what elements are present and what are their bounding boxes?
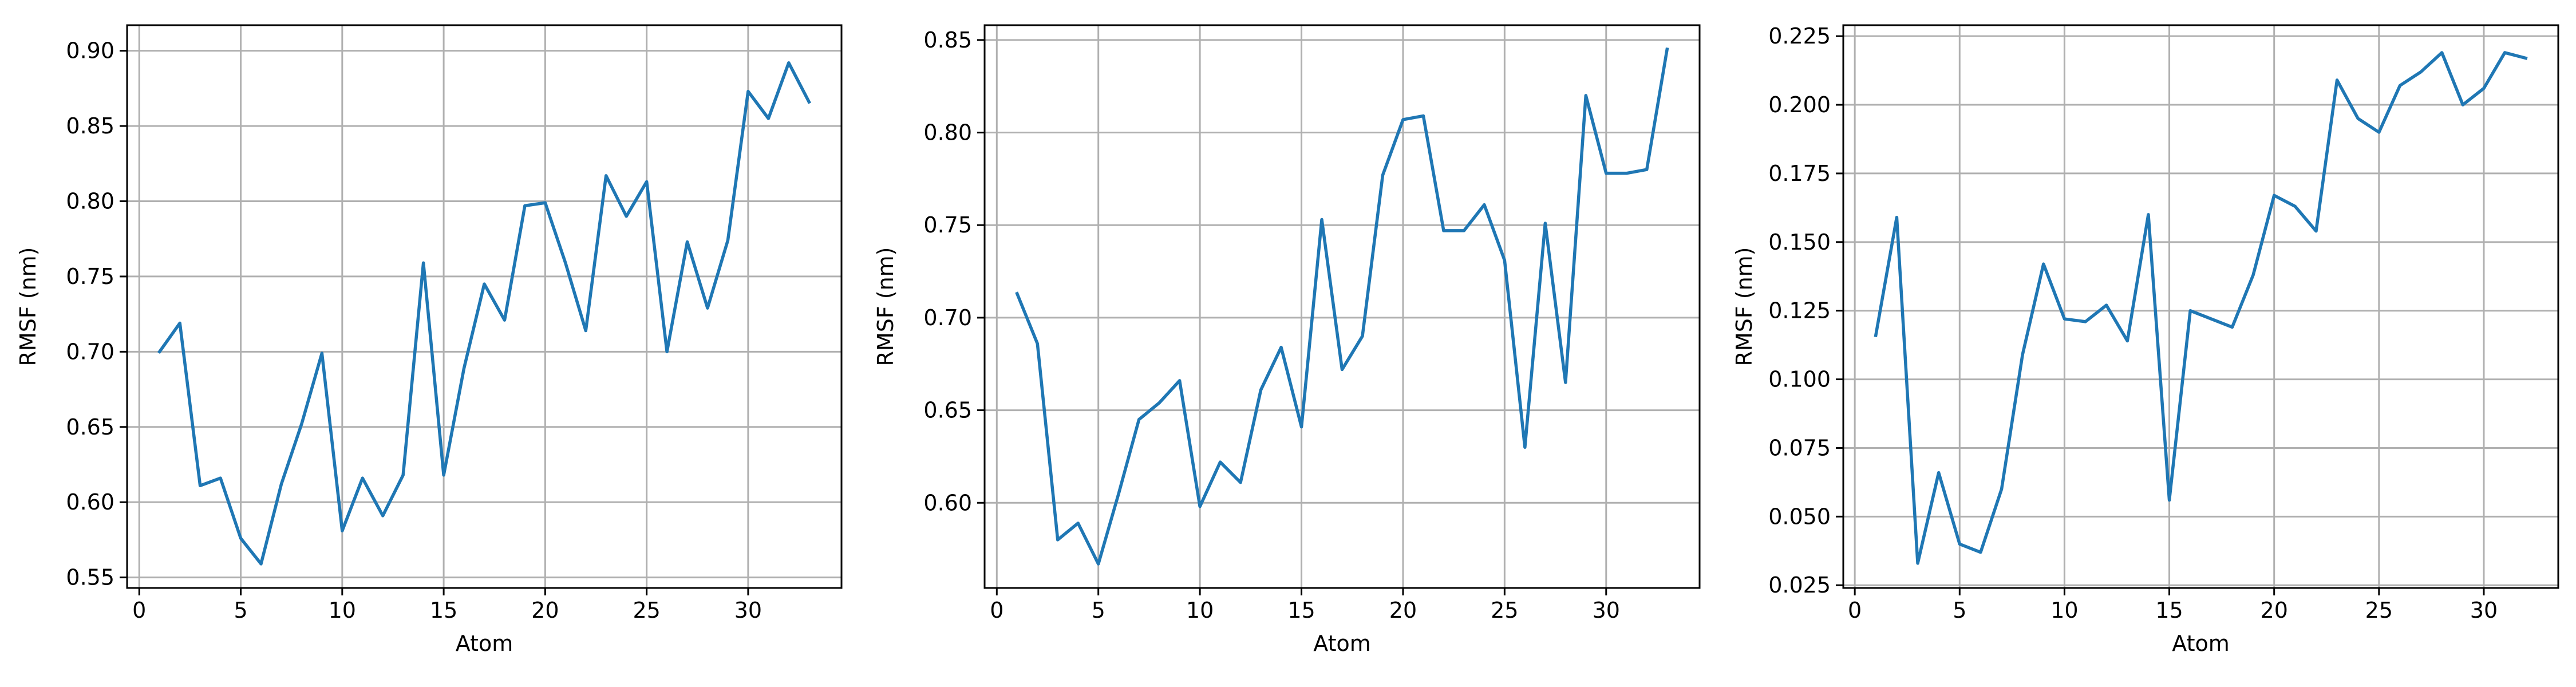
rmsf-series-line — [157, 61, 811, 566]
x-tick-label: 30 — [734, 598, 762, 623]
y-tick-label: 0.80 — [923, 120, 972, 145]
x-tick-label: 20 — [1389, 598, 1417, 623]
x-tick-label: 0 — [1848, 598, 1862, 623]
x-tick-label: 5 — [1092, 598, 1105, 623]
plot-frame — [126, 24, 843, 589]
x-tick-label: 25 — [633, 598, 660, 623]
x-axis-label: Atom — [456, 631, 513, 656]
x-tick-label: 20 — [531, 598, 559, 623]
y-tick-label: 0.050 — [1768, 504, 1831, 529]
x-tick-label: 5 — [234, 598, 247, 623]
rmsf-series-line — [1874, 51, 2528, 565]
y-tick-label: 0.70 — [923, 305, 972, 330]
y-axis-label: RMSF (nm) — [15, 247, 41, 366]
y-tick-label: 0.85 — [66, 113, 114, 139]
y-tick-label: 0.65 — [66, 414, 114, 440]
x-tick-label: 15 — [2155, 598, 2183, 623]
y-tick-label: 0.65 — [923, 398, 972, 423]
y-tick-label: 0.85 — [923, 27, 972, 53]
x-axis-label: Atom — [2172, 631, 2230, 656]
x-tick-label: 30 — [2470, 598, 2498, 623]
x-tick-label: 20 — [2261, 598, 2288, 623]
y-tick-label: 0.60 — [923, 490, 972, 515]
y-tick-label: 0.90 — [66, 38, 114, 64]
y-axis-label: RMSF (nm) — [1732, 247, 1757, 366]
y-tick-label: 0.075 — [1768, 435, 1831, 460]
x-tick-label: 25 — [1491, 598, 1518, 623]
y-tick-label: 0.175 — [1768, 161, 1831, 186]
chart-panel-1: 0 5 10 15 20 25 30 0.55 0.60 0.65 0.70 0.75 0.80 0.85… — [15, 24, 843, 656]
plot-frame — [1842, 24, 2559, 589]
plot-frame — [983, 24, 1701, 589]
chart-panel-3: 0 5 10 15 20 25 30 0.025 0.050 0.075 0.100 0.125 0.1… — [1732, 23, 2559, 656]
y-tick-label: 0.80 — [66, 189, 114, 214]
y-tick-label: 0.125 — [1768, 298, 1831, 323]
x-tick-label: 10 — [2050, 598, 2078, 623]
x-tick-label: 15 — [1287, 598, 1315, 623]
x-axis-label: Atom — [1313, 631, 1371, 656]
x-tick-label: 0 — [990, 598, 1003, 623]
y-tick-label: 0.200 — [1768, 92, 1831, 117]
y-axis-label: RMSF (nm) — [873, 247, 898, 366]
y-tick-label: 0.100 — [1768, 367, 1831, 392]
y-tick-label: 0.60 — [66, 489, 114, 515]
y-tick-label: 0.75 — [66, 264, 114, 289]
x-tick-label: 5 — [1953, 598, 1966, 623]
y-tick-label: 0.150 — [1768, 230, 1831, 255]
chart-panel-2: 0 5 10 15 20 25 30 0.60 0.65 0.70 0.75 0.80 0.85 Atom… — [873, 24, 1701, 656]
rmsf-series-line — [1015, 47, 1669, 566]
y-tick-label: 0.225 — [1768, 23, 1831, 49]
x-tick-label: 30 — [1593, 598, 1620, 623]
x-tick-label: 15 — [430, 598, 457, 623]
x-tick-label: 10 — [1186, 598, 1214, 623]
y-tick-label: 0.025 — [1768, 572, 1831, 598]
y-tick-label: 0.55 — [66, 565, 114, 590]
y-tick-label: 0.75 — [923, 212, 972, 238]
x-tick-label: 0 — [132, 598, 146, 623]
x-tick-label: 10 — [329, 598, 356, 623]
x-tick-label: 25 — [2365, 598, 2393, 623]
y-tick-label: 0.70 — [66, 339, 114, 364]
